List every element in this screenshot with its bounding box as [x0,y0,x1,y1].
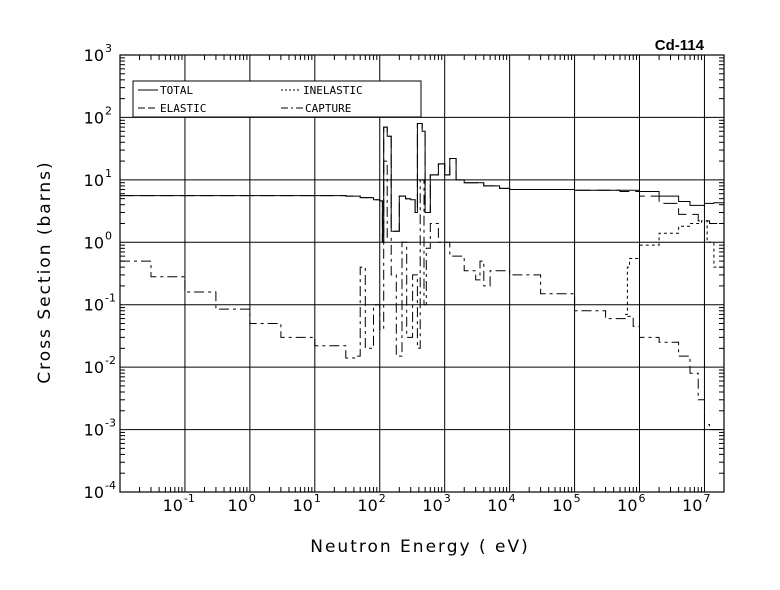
y-tick-exponent: -2 [105,354,116,367]
chart-title: Cd-114 [655,37,705,54]
y-tick-exponent: 1 [105,167,112,180]
legend-label-total: TOTAL [160,84,193,97]
y-axis-label: Cross Section (barns) [35,160,55,383]
x-tick-labels: 10 -1 10 0 10 1 10 2 10 3 10 4 10 5 10 6 10 7 [163,492,711,515]
y-tick-exponent: 0 [105,229,112,242]
legend: TOTAL ELASTIC INELASTIC CAPTURE [132,80,422,118]
y-tick-label: 10 [84,421,104,440]
y-tick-label: 10 [84,233,104,252]
x-tick-label: 10 [617,496,637,515]
x-tick-exponent: 7 [703,492,710,505]
plot-frame [119,54,725,493]
x-tick-exponent: 5 [574,492,581,505]
y-tick-exponent: -4 [105,479,116,492]
y-tick-label: 10 [84,171,104,190]
y-tick-label: 10 [84,108,104,127]
y-tick-exponent: -1 [105,292,116,305]
x-tick-label: 10 [292,496,312,515]
x-tick-exponent: 1 [314,492,321,505]
x-tick-exponent: 2 [379,492,386,505]
y-tick-label: 10 [84,483,104,502]
x-tick-label: 10 [487,496,507,515]
y-tick-label: 10 [84,358,104,377]
x-axis-label: Neutron Energy ( eV) [310,537,530,557]
y-tick-label: 10 [84,46,104,65]
series-layer [120,123,725,431]
y-tick-exponent: -3 [105,417,116,430]
legend-label-inelastic: INELASTIC [303,84,363,97]
x-tick-exponent: 0 [249,492,256,505]
x-tick-label: 10 [163,496,183,515]
legend-box [132,80,422,118]
series-line-total [120,123,725,243]
x-tick-exponent: 3 [444,492,451,505]
x-tick-exponent: -1 [184,492,195,505]
y-tick-exponent: 3 [105,42,112,55]
series-line-inelastic [625,220,725,315]
x-tick-label: 10 [228,496,248,515]
x-tick-label: 10 [357,496,377,515]
y-tick-label: 10 [84,296,104,315]
legend-label-capture: CAPTURE [305,102,351,115]
legend-label-elastic: ELASTIC [160,102,206,115]
grid-layer [120,54,724,493]
y-tick-exponent: 2 [105,104,112,117]
x-tick-exponent: 4 [509,492,516,505]
x-tick-exponent: 6 [639,492,646,505]
x-tick-label: 10 [552,496,572,515]
x-tick-label: 10 [682,496,702,515]
series-line-capture [120,160,724,431]
x-tick-label: 10 [422,496,442,515]
series-line-elastic [120,123,725,243]
